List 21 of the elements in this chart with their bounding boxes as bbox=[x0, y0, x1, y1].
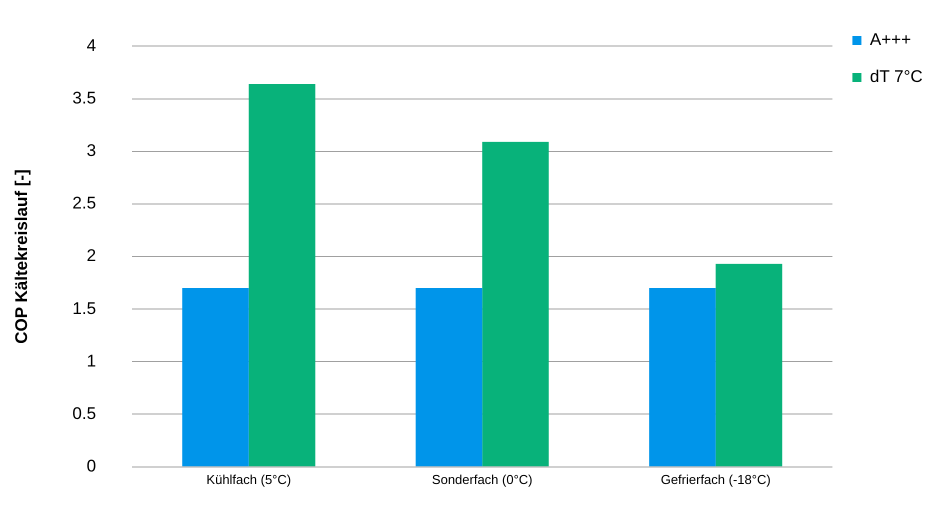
y-tick-label: 0.5 bbox=[72, 404, 96, 423]
bar bbox=[248, 84, 316, 466]
y-tick-label: 1 bbox=[86, 351, 96, 370]
bar bbox=[482, 142, 549, 466]
y-tick-label: 4 bbox=[86, 36, 96, 55]
bar bbox=[716, 264, 782, 466]
x-tick-label: Kühlfach (5°C) bbox=[206, 472, 292, 488]
bar bbox=[182, 288, 249, 466]
x-tick-label: Sonderfach (0°C) bbox=[432, 472, 533, 488]
y-tick-label: 0 bbox=[86, 456, 96, 476]
legend-label: dT 7°C bbox=[870, 67, 923, 86]
y-tick-label: 2.5 bbox=[72, 194, 96, 213]
y-axis-title: COP Kältekreislauf [-] bbox=[12, 169, 31, 344]
bar bbox=[416, 288, 482, 466]
legend-label: A+++ bbox=[870, 30, 912, 50]
bar bbox=[649, 288, 716, 466]
y-tick-label: 3.5 bbox=[72, 88, 96, 108]
y-tick-label: 2 bbox=[86, 246, 96, 266]
y-tick-label: 3 bbox=[86, 141, 96, 160]
y-tick-label: 1.5 bbox=[72, 298, 96, 318]
x-tick-label: Gefrierfach (-18°C) bbox=[660, 472, 771, 488]
